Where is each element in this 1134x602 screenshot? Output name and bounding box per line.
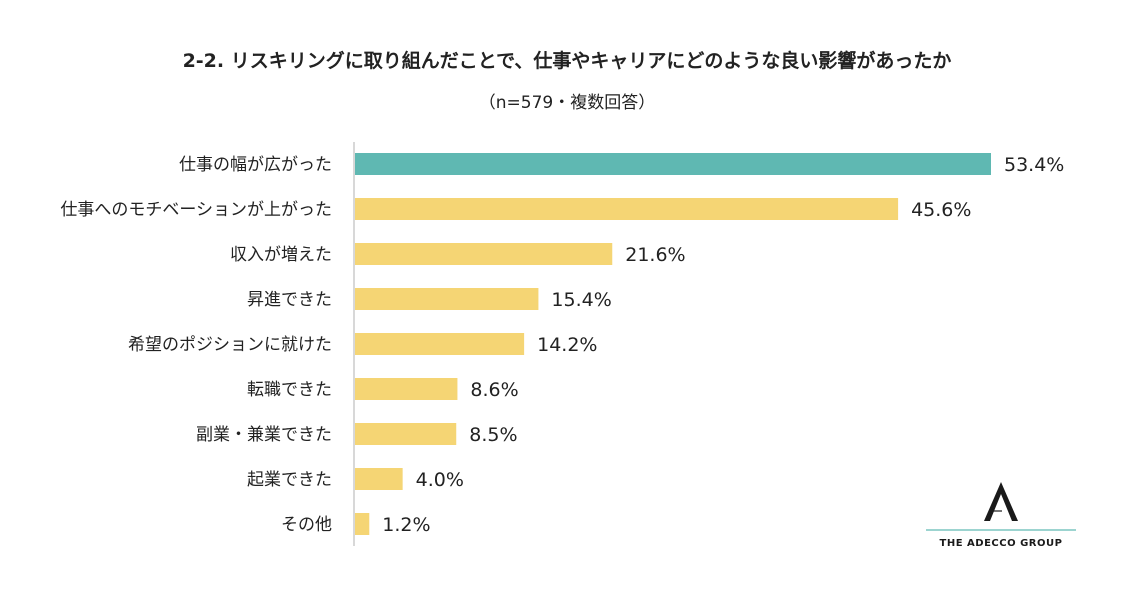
logo-text: THE ADECCO GROUP [939, 538, 1063, 549]
data-label: 15.4% [551, 289, 611, 311]
adecco-a-icon [926, 482, 1076, 531]
bar [355, 333, 525, 355]
category-label: 転職できた [247, 380, 332, 400]
category-label: 収入が増えた [230, 245, 332, 265]
chart-subtitle: （n=579・複数回答） [478, 93, 656, 113]
bar [355, 423, 457, 445]
category-label: 起業できた [247, 470, 332, 490]
data-label: 21.6% [625, 244, 685, 266]
data-label: 53.4% [1004, 154, 1064, 176]
bar [355, 243, 613, 265]
data-label: 14.2% [537, 334, 597, 356]
data-label: 1.2% [382, 514, 430, 536]
category-label: 希望のポジションに就けた [128, 335, 332, 355]
bar [355, 378, 458, 400]
brand-logo: THE ADECCO GROUP [926, 478, 1076, 558]
category-label: 仕事の幅が広がった [179, 155, 332, 175]
data-label: 8.6% [470, 379, 518, 401]
bar [355, 153, 991, 175]
bar [355, 513, 370, 535]
bar [355, 288, 539, 310]
data-label: 8.5% [469, 424, 517, 446]
category-label: 仕事へのモチベーションが上がった [60, 200, 332, 220]
category-label: 副業・兼業できた [196, 425, 332, 445]
bar [355, 198, 899, 220]
chart-title: 2-2. リスキリングに取り組んだことで、仕事やキャリアにどのような良い影響があ… [182, 50, 952, 72]
data-label: 45.6% [911, 199, 971, 221]
bar [355, 468, 403, 490]
category-label: その他 [281, 515, 332, 535]
category-label: 昇進できた [247, 290, 332, 310]
data-label: 4.0% [416, 469, 464, 491]
